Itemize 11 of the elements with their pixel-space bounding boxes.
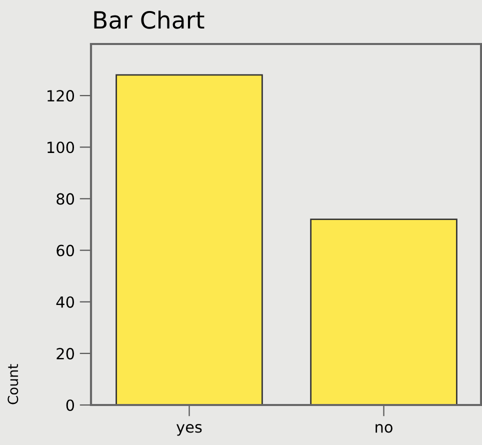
- y-tick-label: 80: [56, 193, 74, 205]
- y-tick-label: 0: [66, 399, 74, 412]
- y-tick-label: 100: [48, 142, 74, 154]
- y-axis-title: Count: [8, 364, 18, 404]
- y-tick-label: 120: [48, 90, 74, 102]
- y-tick-label: 40: [56, 296, 74, 308]
- x-tick-label: yes: [176, 424, 202, 436]
- y-tick-label: 60: [56, 244, 74, 256]
- chart-title: Bar Chart: [94, 10, 204, 29]
- x-tick-label: no: [376, 424, 392, 433]
- y-tick-label: 20: [56, 348, 74, 360]
